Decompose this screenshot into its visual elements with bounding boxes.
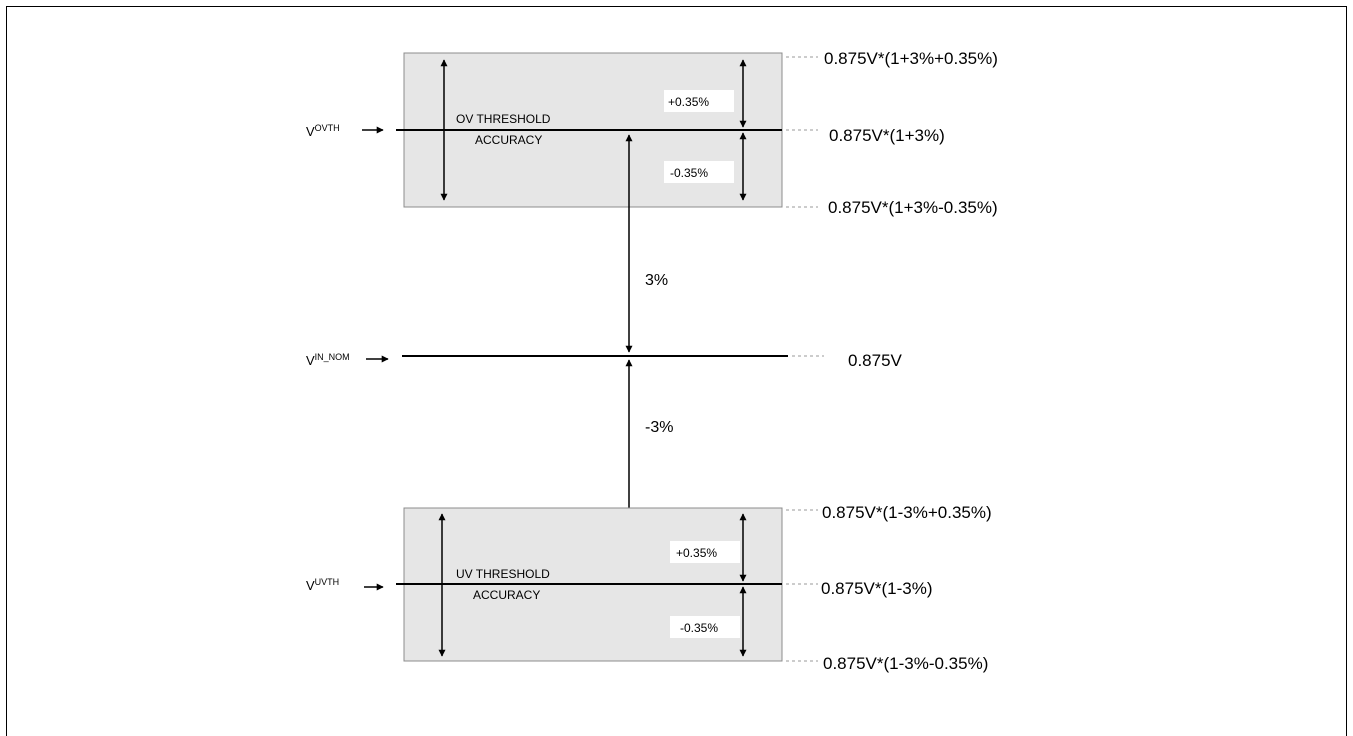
uv-signal-sub: UVTH <box>315 577 340 587</box>
uv-signal-main: V <box>306 578 315 593</box>
uv-band-label-line1: UV THRESHOLD <box>456 567 550 581</box>
ov-offset-label: 3% <box>645 272 668 289</box>
uv-signal-label: VUVTH <box>306 577 339 593</box>
ov-band-label-line2: ACCURACY <box>475 133 542 147</box>
uv-plus-tol-bg <box>670 541 740 563</box>
nominal-level: 0.875V <box>848 351 903 370</box>
ov-minus-tol-label: -0.35% <box>670 166 708 180</box>
uv-minus-tol-bg <box>670 616 740 638</box>
uv-offset-label: -3% <box>645 419 673 436</box>
ov-signal-main: V <box>306 124 315 139</box>
ov-signal-label: VOVTH <box>306 123 340 139</box>
uv-plus-tol-label: +0.35% <box>676 546 717 560</box>
ov-plus-tol-label: +0.35% <box>668 95 709 109</box>
ov-mid-level: 0.875V*(1+3%) <box>829 126 945 145</box>
uv-upper-level: 0.875V*(1-3%+0.35%) <box>822 503 992 522</box>
uv-lower-level: 0.875V*(1-3%-0.35%) <box>823 654 988 673</box>
nominal-signal-main: V <box>306 353 315 368</box>
uv-minus-tol-label: -0.35% <box>680 621 718 635</box>
nominal-signal-sub: IN_NOM <box>315 352 350 362</box>
diagram-frame <box>6 6 1347 736</box>
uv-band-label-line2: ACCURACY <box>473 588 540 602</box>
ov-lower-level: 0.875V*(1+3%-0.35%) <box>828 198 998 217</box>
nominal-signal-label: VIN_NOM <box>306 352 350 368</box>
ov-upper-level: 0.875V*(1+3%+0.35%) <box>824 49 998 68</box>
ov-plus-tol-bg <box>664 90 734 112</box>
ov-minus-tol-bg <box>664 161 734 183</box>
ov-band-label-line1: OV THRESHOLD <box>456 112 551 126</box>
uv-mid-level: 0.875V*(1-3%) <box>821 579 933 598</box>
ov-signal-sub: OVTH <box>315 123 340 133</box>
